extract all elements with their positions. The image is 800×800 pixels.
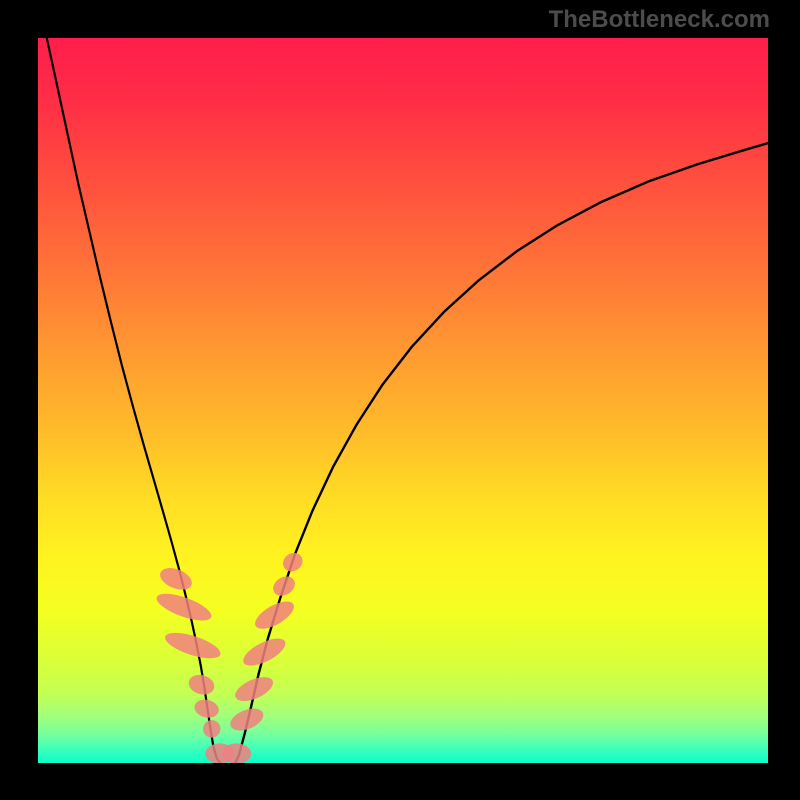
plot-area: [38, 38, 768, 763]
watermark-text: TheBottleneck.com: [549, 6, 770, 34]
chart-frame: TheBottleneck.com: [0, 0, 800, 800]
chart-svg: [38, 38, 768, 763]
